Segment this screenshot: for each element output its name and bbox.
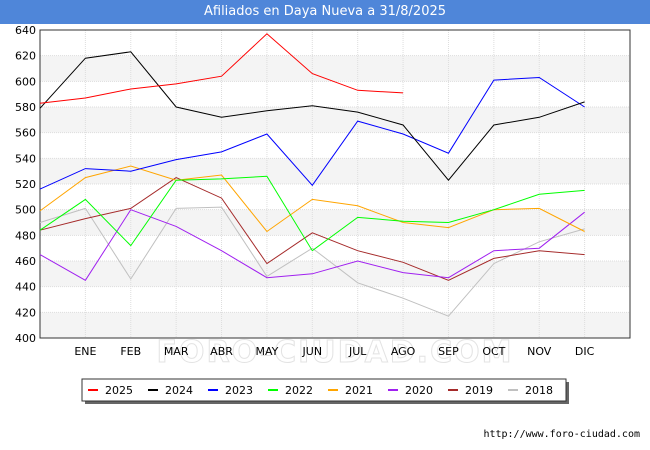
x-tick-label: MAY bbox=[255, 345, 278, 358]
x-tick-label: FEB bbox=[120, 345, 141, 358]
grid-bands bbox=[40, 55, 630, 338]
x-tick-label: ENE bbox=[74, 345, 96, 358]
series-line-2022 bbox=[39, 175, 585, 252]
grid-band bbox=[40, 261, 630, 287]
series-line-2024 bbox=[39, 51, 585, 181]
x-tick-label: NOV bbox=[527, 345, 552, 358]
x-tick-label: JUL bbox=[348, 345, 367, 358]
footer-url[interactable]: http://www.foro-ciudad.com bbox=[483, 429, 640, 440]
plot-border bbox=[39, 29, 631, 339]
y-tick-label: 520 bbox=[15, 178, 36, 191]
grid-band bbox=[40, 312, 630, 338]
legend-label-2023: 2023 bbox=[225, 384, 253, 397]
y-tick-label: 540 bbox=[15, 152, 36, 165]
x-tick-label: ABR bbox=[210, 345, 233, 358]
y-tick-label: 460 bbox=[15, 255, 36, 268]
series-line-2023 bbox=[39, 76, 585, 190]
x-tick-label: AGO bbox=[391, 345, 416, 358]
grid-band bbox=[40, 158, 630, 184]
y-tick-label: 600 bbox=[15, 75, 36, 88]
grid-band bbox=[40, 209, 630, 236]
series-line-2019 bbox=[39, 177, 585, 281]
y-tick-label: 500 bbox=[15, 204, 36, 217]
legend-label-2024: 2024 bbox=[165, 384, 193, 397]
legend-label-2018: 2018 bbox=[525, 384, 553, 397]
legend-items: 2025 2024 2023 2022 2021 2020 2019 2018 bbox=[88, 384, 553, 397]
chart-title: Afiliados en Daya Nueva a 31/8/2025 bbox=[0, 0, 650, 24]
legend-box bbox=[81, 378, 567, 402]
y-tick-label: 480 bbox=[15, 229, 36, 242]
x-tick-label: JUN bbox=[302, 345, 323, 358]
series-line-2020 bbox=[39, 209, 585, 281]
y-tick-label: 440 bbox=[15, 281, 36, 294]
grid-band bbox=[40, 55, 630, 82]
legend-label-2019: 2019 bbox=[465, 384, 493, 397]
x-tick-label: SEP bbox=[438, 345, 459, 358]
x-tick-label: OCT bbox=[482, 345, 505, 358]
legend-label-2022: 2022 bbox=[285, 384, 313, 397]
legend-label-2021: 2021 bbox=[345, 384, 373, 397]
x-tick-label: DIC bbox=[575, 345, 595, 358]
y-axis-ticks: 400 420 440 460 480 500 520 540 560 580 600 620 640 bbox=[15, 24, 36, 345]
y-tick-label: 580 bbox=[15, 101, 36, 114]
x-tick-label: MAR bbox=[164, 345, 189, 358]
grid-band bbox=[40, 107, 630, 133]
legend-label-2020: 2020 bbox=[405, 384, 433, 397]
y-tick-label: 560 bbox=[15, 127, 36, 140]
legend-label-2025: 2025 bbox=[105, 384, 133, 397]
series-line-2018 bbox=[39, 206, 585, 317]
series-line-2025 bbox=[39, 33, 404, 104]
x-axis-ticks: ENE FEB MAR ABR MAY JUN JUL AGO SEP OCT NOV DIC bbox=[74, 345, 594, 358]
y-tick-label: 620 bbox=[15, 50, 36, 63]
watermark: FORO-CIUDAD.COM bbox=[157, 335, 514, 370]
legend: 2025 2024 2023 2022 2021 2020 2019 2018 bbox=[81, 378, 569, 404]
y-tick-label: 420 bbox=[15, 306, 36, 319]
y-tick-label: 400 bbox=[15, 332, 36, 345]
series-lines bbox=[39, 33, 585, 317]
y-tick-label: 640 bbox=[15, 24, 36, 37]
